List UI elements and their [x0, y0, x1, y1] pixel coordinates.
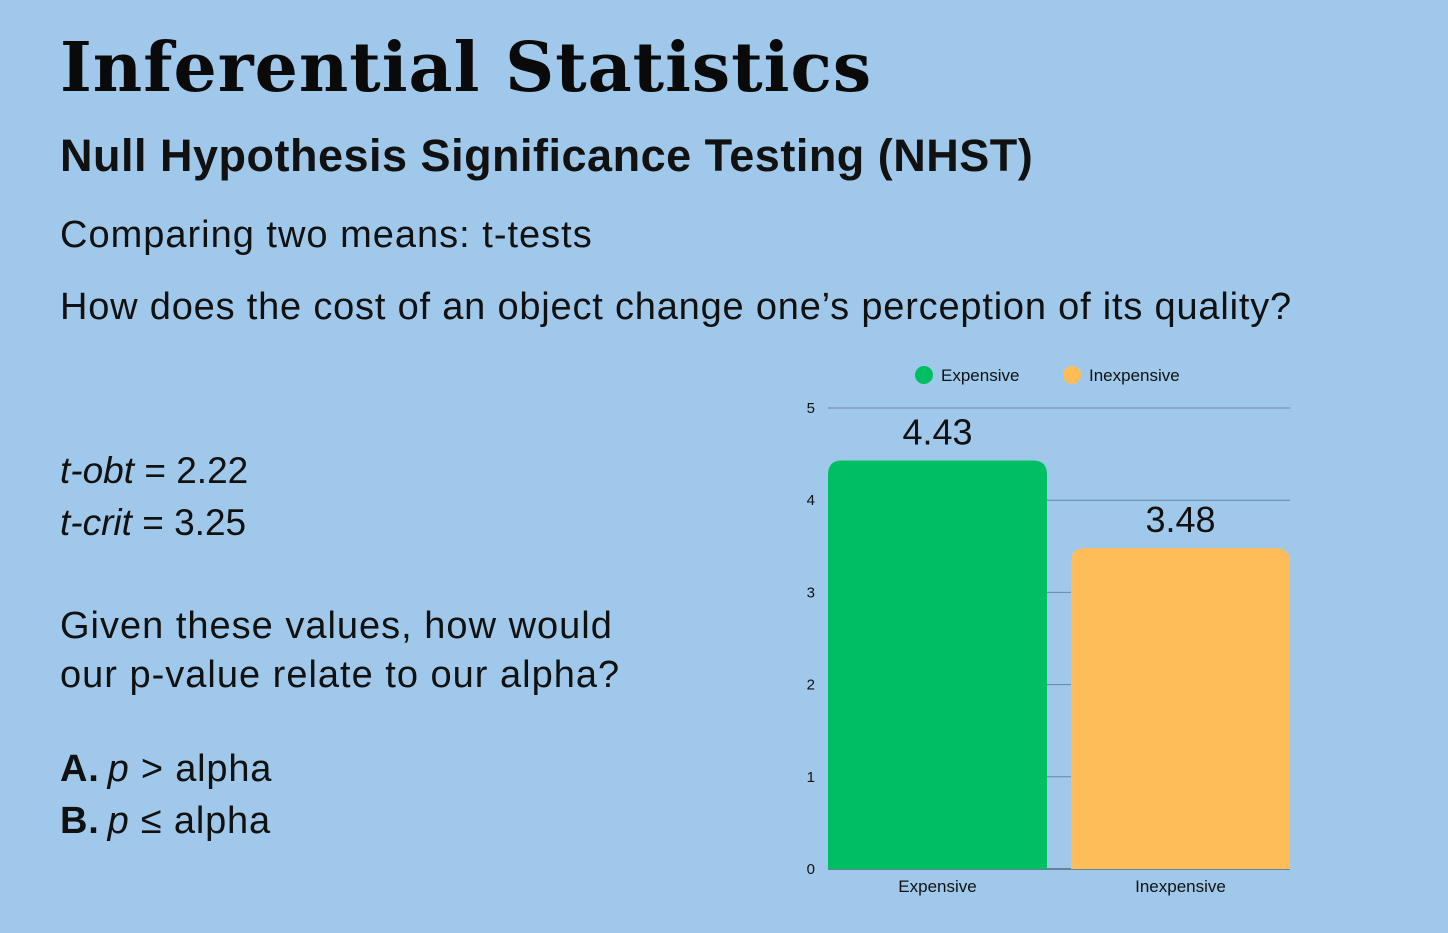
stat-value: 3.25 — [174, 502, 247, 543]
bar-inexpensive — [1071, 548, 1290, 869]
x-tick-label: Inexpensive — [1135, 877, 1226, 896]
option-relation: ≤ alpha — [129, 800, 271, 842]
legend-swatch — [1063, 366, 1081, 384]
legend-label: Inexpensive — [1089, 366, 1180, 385]
y-tick-label: 0 — [807, 861, 815, 878]
bar-expensive — [828, 460, 1047, 869]
topic-text: Comparing two means: t-tests — [60, 214, 593, 256]
stat-label: t-obt — [60, 450, 135, 491]
legend-label: Expensive — [941, 366, 1019, 385]
y-tick-label: 3 — [807, 584, 815, 601]
data-label: 4.43 — [902, 412, 972, 453]
stat-eq: = — [131, 502, 175, 543]
prompt-line: our p-value relate to our alpha? — [60, 654, 621, 696]
y-tick-label: 1 — [807, 769, 815, 786]
stat-value: 2.22 — [176, 450, 249, 491]
y-tick-label: 5 — [807, 400, 815, 417]
slide-subtitle: Null Hypothesis Significance Testing (NH… — [60, 130, 1034, 181]
y-tick-label: 4 — [807, 492, 815, 509]
option-p: p — [107, 800, 130, 842]
prompt-line: Given these values, how would — [60, 605, 613, 647]
option-p: p — [107, 748, 130, 790]
research-question: How does the cost of an object change on… — [60, 286, 1292, 328]
prompt-text: Given these values, how would our p-value… — [60, 602, 620, 700]
y-tick-label: 2 — [807, 677, 815, 694]
stat-label: t-crit — [60, 502, 132, 543]
option-relation: > alpha — [129, 748, 273, 790]
data-label: 3.48 — [1145, 499, 1215, 540]
slide-title: Inferential Statistics — [60, 28, 873, 108]
option-b: B. p ≤ alpha — [60, 800, 271, 843]
option-letter: A. — [60, 748, 100, 790]
stat-eq: = — [134, 450, 177, 491]
t-crit-stat: t-crit = 3.25 — [60, 502, 246, 544]
option-letter: B. — [60, 800, 100, 842]
t-obt-stat: t-obt = 2.22 — [60, 450, 248, 492]
x-tick-label: Expensive — [898, 877, 976, 896]
option-a: A. p > alpha — [60, 748, 272, 791]
legend-swatch — [915, 366, 933, 384]
